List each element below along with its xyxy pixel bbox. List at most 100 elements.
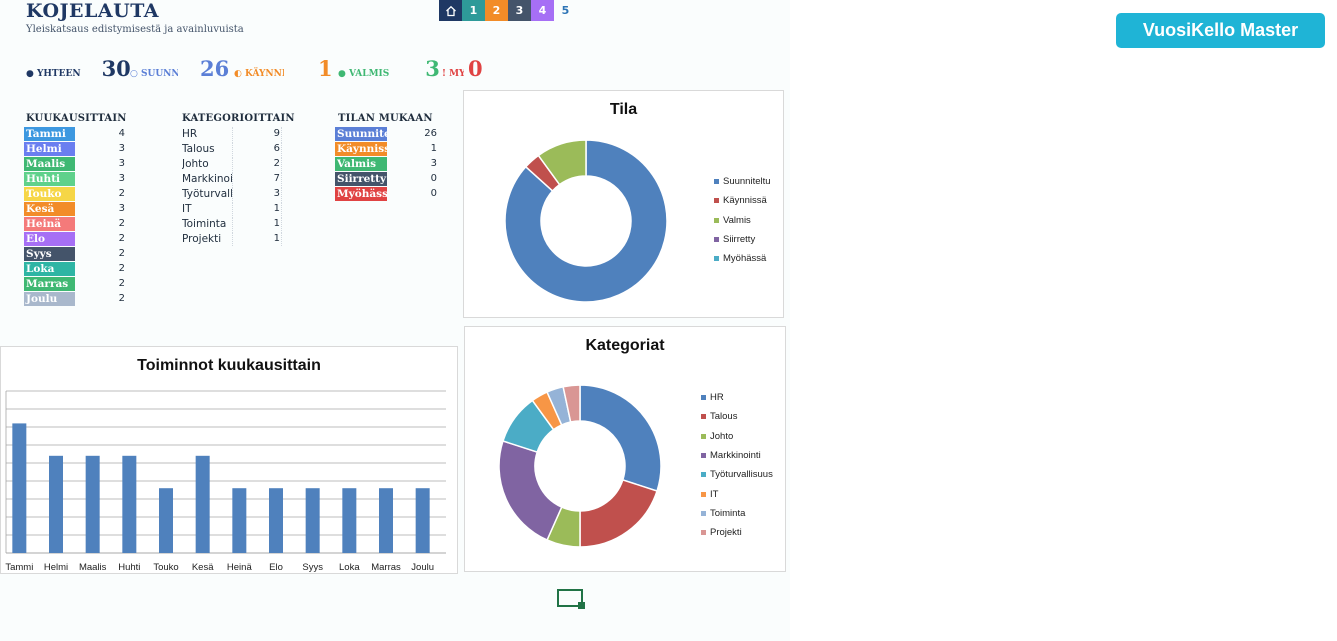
donut-slice-markkinointi[interactable]	[498, 440, 563, 541]
selection-handle	[578, 602, 585, 609]
stat-late-label: ! MYÖHÄSSÄ	[442, 69, 464, 79]
status-name: Valmis	[335, 157, 387, 171]
month-count: 2	[118, 263, 125, 274]
month-name: Maalis	[24, 157, 75, 171]
status-row: Myöhässä 0	[335, 187, 439, 202]
bar-syys[interactable]	[305, 488, 320, 553]
stat-planned: ○ SUUNNITELTU 26	[130, 56, 229, 86]
bar-heinä[interactable]	[232, 488, 247, 553]
category-row: Talous 6	[180, 142, 284, 157]
x-tick-label: Loka	[339, 562, 360, 573]
bar-touko[interactable]	[159, 488, 173, 553]
legend-label: Toiminta	[710, 507, 746, 519]
bar-joulu[interactable]	[415, 488, 430, 553]
monthly-bars: Tammi Helmi Maalis Huhti Touko Kesä Heinä Elo Sy…	[5, 390, 446, 573]
status-count: 0	[430, 188, 437, 199]
category-count: 7	[232, 172, 282, 186]
legend-swatch	[714, 198, 719, 204]
legend-item: Suunniteltu	[714, 172, 771, 191]
category-row: Toiminta 1	[180, 217, 284, 232]
month-count: 3	[118, 143, 125, 154]
legend-label: Valmis	[723, 214, 751, 226]
category-name: Toiminta	[182, 217, 233, 231]
category-chart-legend: HR Talous Johto Markkinointi Työturvallisuus…	[701, 388, 773, 542]
month-row: Elo 2	[24, 232, 134, 247]
monthly-chart-title: Toiminnot kuukausittain	[137, 357, 321, 374]
status-row: Valmis 3	[335, 157, 439, 172]
stat-late: ! MYÖHÄSSÄ 0	[442, 56, 483, 86]
bar-tammi[interactable]	[12, 423, 27, 553]
legend-label: Käynnissä	[723, 195, 767, 207]
bar-maalis[interactable]	[85, 455, 100, 553]
month-name: Tammi	[24, 127, 75, 141]
nav-sheet-4-button[interactable]: 4	[531, 0, 554, 21]
status-chart-legend: Suunniteltu Käynnissä Valmis Siirretty Myöhä…	[714, 172, 771, 268]
stat-done: ● VALMIS 3	[338, 56, 440, 86]
nav-home-button[interactable]	[439, 0, 462, 21]
category-count: 6	[232, 142, 282, 156]
category-count: 1	[232, 232, 282, 246]
legend-swatch	[701, 414, 706, 420]
donut-slice-suunniteltu[interactable]	[504, 139, 668, 303]
category-name: Työturvallisuus	[182, 187, 233, 201]
vuosikello-master-button[interactable]: VuosiKello Master	[1116, 13, 1325, 48]
bar-helmi[interactable]	[49, 455, 63, 553]
legend-label: Johto	[710, 430, 734, 442]
nav-sheet-1-button[interactable]: 1	[462, 0, 485, 21]
legend-label: Markkinointi	[710, 450, 761, 462]
nav-sheet-3-button[interactable]: 3	[508, 0, 531, 21]
stat-in-progress: ◐ KÄYNNISSÄ 1	[234, 56, 333, 86]
x-tick-label: Syys	[302, 562, 323, 573]
category-row: Markkinointi7	[180, 172, 284, 187]
bar-huhti[interactable]	[122, 455, 137, 553]
legend-item: Siirretty	[714, 230, 771, 249]
month-name: Elo	[24, 232, 75, 246]
category-count: 1	[232, 202, 282, 216]
stat-total-label: ● YHTEEN	[26, 69, 81, 79]
month-name: Syys	[24, 247, 75, 261]
month-count: 3	[118, 158, 125, 169]
page-subtitle: Yleiskatsaus edistymisestä ja avainluvui…	[26, 24, 244, 35]
legend-swatch	[714, 237, 719, 243]
bar-marras[interactable]	[379, 488, 393, 553]
bar-kesä[interactable]	[195, 455, 210, 553]
sheet-nav: 1 2 3 4 5	[439, 0, 577, 21]
bar-loka[interactable]	[342, 488, 357, 553]
month-row: Marras 2	[24, 277, 134, 292]
month-name: Huhti	[24, 172, 75, 186]
category-chart[interactable]: Kategoriat HR Talous Johto Markkinointi Työt…	[464, 326, 786, 572]
month-row: Joulu 2	[24, 292, 134, 307]
month-count: 3	[118, 173, 125, 184]
month-name: Heinä	[24, 217, 75, 231]
donut-slice-talous[interactable]	[579, 478, 658, 548]
monthly-heading: KUUKAUSITTAIN	[26, 113, 127, 124]
legend-swatch	[701, 433, 706, 439]
category-name: IT	[182, 202, 233, 216]
x-tick-label: Helmi	[44, 562, 68, 573]
dashboard-sheet: KOJELAUTA Yleiskatsaus edistymisestä ja …	[0, 0, 786, 609]
legend-swatch	[701, 472, 706, 478]
monthly-bar-chart[interactable]: Toiminnot kuukausittain Tammi Helmi Maalis…	[0, 346, 458, 574]
legend-swatch	[701, 395, 706, 401]
category-name: Johto	[182, 157, 233, 171]
donut-slice-hr[interactable]	[579, 384, 662, 492]
donut-slice-valmis[interactable]	[537, 139, 587, 186]
status-count: 0	[430, 173, 437, 184]
month-row: Heinä 2	[24, 217, 134, 232]
month-row: Syys 2	[24, 247, 134, 262]
stat-total: ● YHTEEN 30	[26, 56, 131, 86]
status-chart[interactable]: Tila Suunniteltu Käynnissä Valmis Siirretty…	[463, 90, 784, 318]
home-icon	[445, 5, 456, 16]
stat-planned-label: ○ SUUNNITELTU	[130, 69, 178, 79]
month-count: 4	[118, 128, 125, 139]
nav-sheet-2-button[interactable]: 2	[485, 0, 508, 21]
stat-planned-value: 26	[200, 56, 230, 81]
month-row: Maalis 3	[24, 157, 134, 172]
stat-late-value: 0	[468, 56, 483, 81]
status-row: Siirretty 0	[335, 172, 439, 187]
bar-elo[interactable]	[269, 488, 283, 553]
status-heading: TILAN MUKAAN	[338, 113, 433, 124]
donut-slice-projekti[interactable]	[562, 384, 581, 423]
nav-sheet-5-button[interactable]: 5	[561, 4, 570, 17]
legend-item: Markkinointi	[701, 446, 773, 465]
